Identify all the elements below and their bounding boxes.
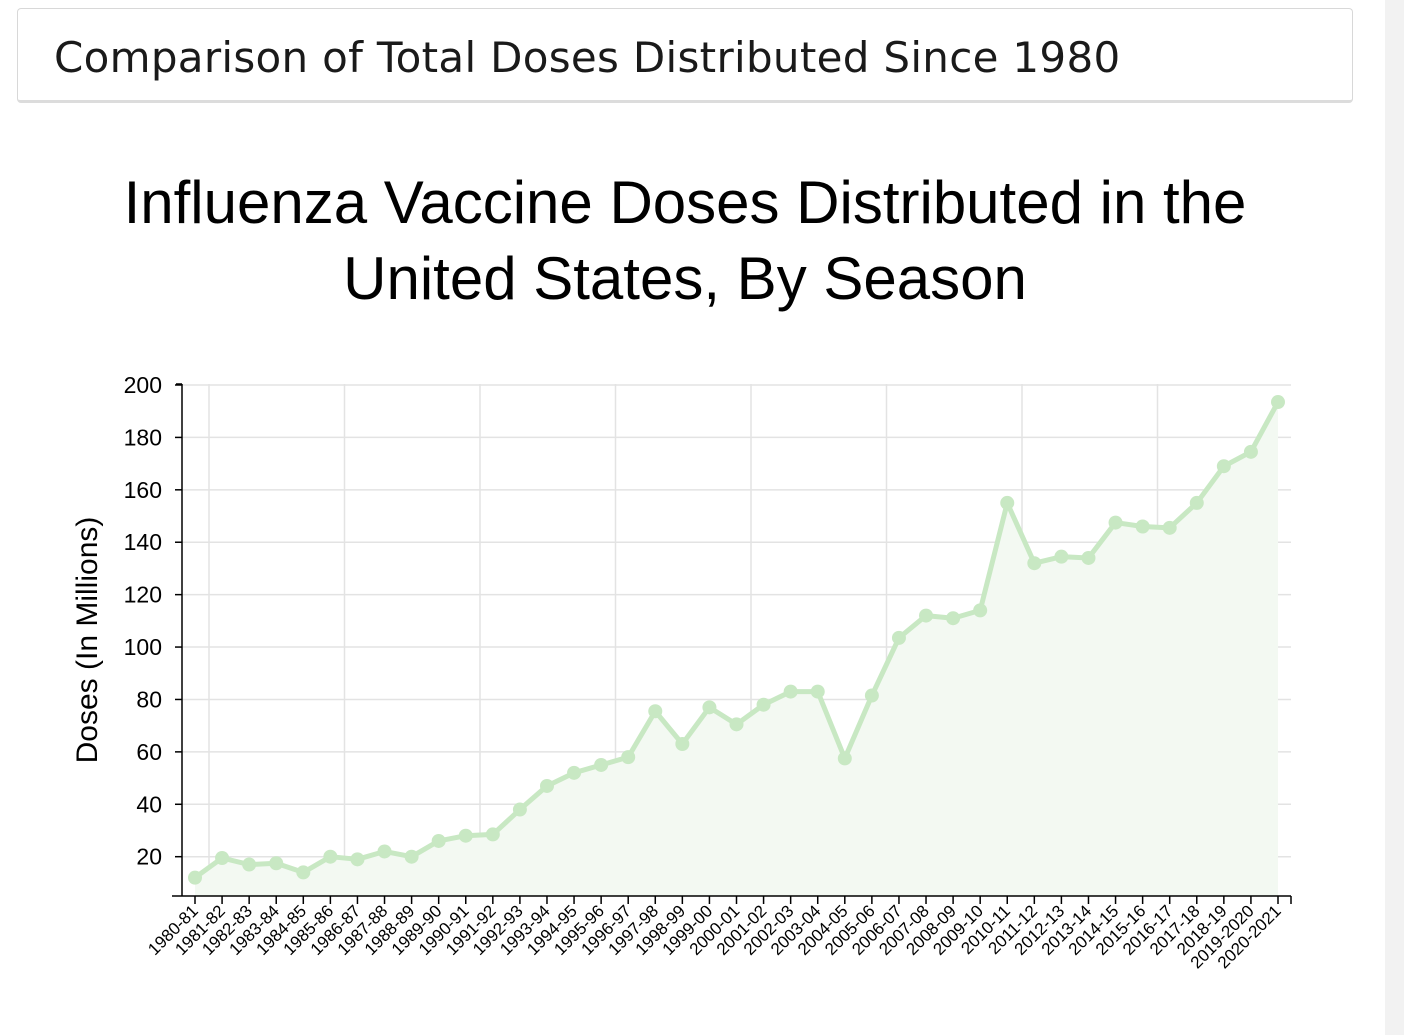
y-axis-label: Doses (In Millions) <box>71 517 104 764</box>
y-tick-label: 40 <box>136 791 162 817</box>
data-point <box>702 700 717 715</box>
data-point <box>539 778 554 793</box>
area-fill <box>195 402 1278 896</box>
data-point <box>1027 556 1042 571</box>
data-point <box>810 684 825 699</box>
data-point <box>594 757 609 772</box>
data-point <box>837 751 852 766</box>
data-point <box>891 630 906 645</box>
chart-title-line-2: United States, By Season <box>343 245 1027 312</box>
data-point <box>729 717 744 732</box>
data-point <box>1271 395 1285 410</box>
data-point <box>1189 495 1204 510</box>
y-tick-label: 80 <box>136 686 162 712</box>
chart-selector-header[interactable]: Comparison of Total Doses Distributed Si… <box>17 8 1353 103</box>
y-tick-label: 200 <box>124 372 162 398</box>
data-point <box>296 865 311 880</box>
data-point <box>1243 444 1258 459</box>
data-point <box>1135 519 1150 534</box>
y-tick-label: 60 <box>136 739 162 765</box>
y-tick-label: 180 <box>124 424 162 450</box>
y-tick-label: 100 <box>124 634 162 660</box>
data-point <box>1000 495 1015 510</box>
data-point <box>404 849 419 864</box>
data-point <box>567 765 582 780</box>
scrollbar-track[interactable] <box>1385 0 1404 1035</box>
data-point <box>458 828 473 843</box>
axes <box>172 383 1292 904</box>
data-point <box>973 603 988 618</box>
data-point <box>350 852 365 867</box>
y-axis-ticks: 20 40 60 80 100 120 140 160 180 200 <box>124 372 182 870</box>
header-title: Comparison of Total Doses Distributed Si… <box>54 33 1121 82</box>
data-point <box>485 827 500 842</box>
data-point <box>1216 459 1231 474</box>
y-tick-label: 140 <box>124 529 162 555</box>
data-point <box>1108 515 1123 530</box>
chart-title-line-1: Influenza Vaccine Doses Distributed in t… <box>123 169 1247 236</box>
data-point <box>864 688 879 703</box>
data-point <box>1081 550 1096 565</box>
data-point <box>919 608 934 623</box>
y-tick-label: 120 <box>124 582 162 608</box>
data-point <box>215 851 230 866</box>
data-point <box>1162 520 1177 535</box>
data-point <box>269 856 284 871</box>
x-axis-ticks: 1980-811981-821982-831983-841984-851985-… <box>144 896 1285 972</box>
data-point <box>621 750 636 765</box>
data-point <box>783 684 798 699</box>
data-point <box>756 697 771 712</box>
data-points <box>188 395 1285 885</box>
chart-title: Influenza Vaccine Doses Distributed in t… <box>40 165 1330 317</box>
data-point <box>512 802 527 817</box>
data-point <box>323 849 338 864</box>
data-point <box>648 704 663 719</box>
data-point <box>188 870 202 885</box>
data-point <box>1054 549 1069 564</box>
data-point <box>946 611 961 626</box>
data-point <box>377 844 392 859</box>
data-point <box>242 857 257 872</box>
y-tick-label: 160 <box>124 477 162 503</box>
y-tick-label: 20 <box>136 844 162 870</box>
data-point <box>431 833 446 848</box>
data-point <box>675 737 690 752</box>
